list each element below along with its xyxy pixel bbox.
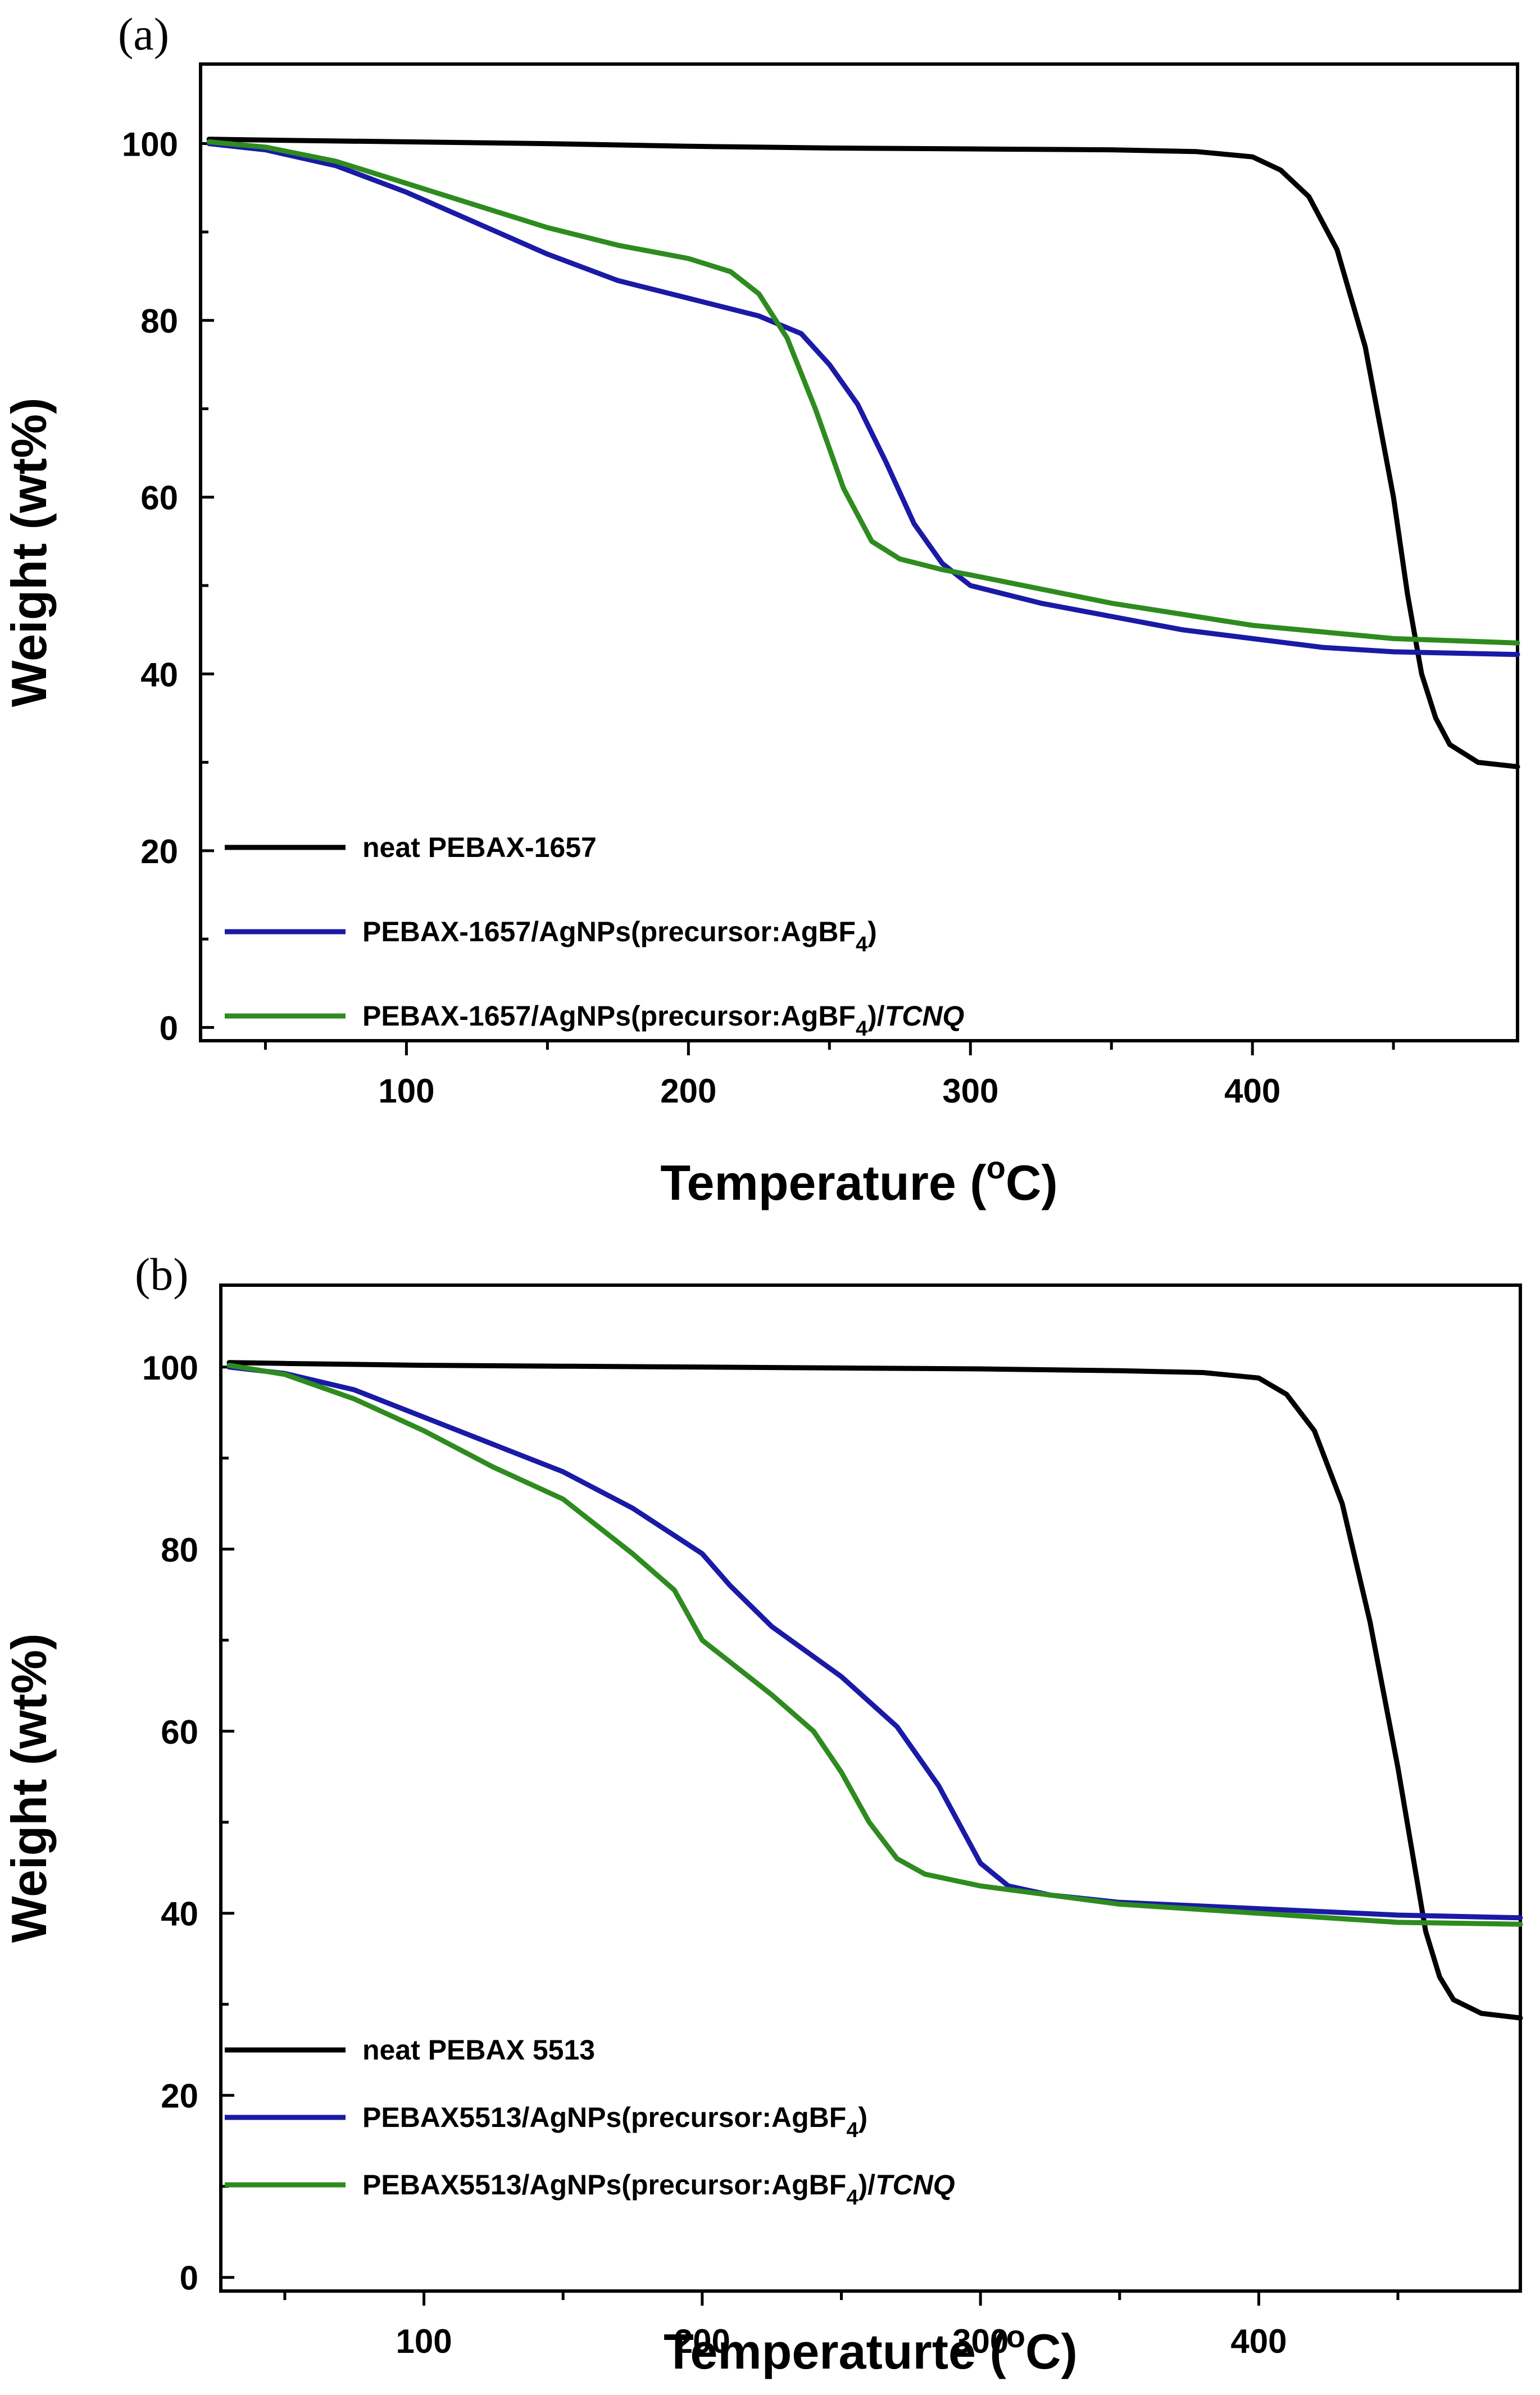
legend-label: neat PEBAX-1657	[362, 832, 597, 863]
x-axis-title: Temperature (oC)	[660, 1150, 1057, 1210]
x-tick-label: 100	[378, 1072, 434, 1110]
legend-label-part: )/	[858, 2169, 875, 2201]
legend-label-part: 4	[856, 1017, 867, 1041]
legend-label-part: TCNQ	[875, 2169, 955, 2201]
plot-frame	[199, 62, 1519, 1042]
legend-label-part: 4	[856, 933, 867, 956]
y-tick-label: 20	[161, 2078, 198, 2115]
series-line-2	[206, 141, 1520, 657]
x-axis-title: Temperaturte (oC)	[664, 2319, 1078, 2379]
legend-label: PEBAX5513/AgNPs(precursor:AgBF4)	[362, 2102, 867, 2142]
y-tick-label: 0	[180, 2260, 198, 2297]
panel-b: (b) 0 20 40 60 80 100 100 200 300 400 Temperaturte …	[1, 1249, 1523, 2379]
y-tick-label: 60	[140, 479, 178, 517]
panel-label: (b)	[135, 1249, 189, 1300]
legend-label-part: )	[867, 916, 877, 947]
x-axis-title-unit: C)	[1006, 1155, 1058, 1210]
legend-label-part: 4	[846, 2186, 858, 2210]
legend-label-part: PEBAX5513/AgNPs(precursor:AgBF	[362, 2102, 846, 2133]
x-tick-label: 100	[396, 2323, 452, 2360]
panel-label: (a)	[118, 8, 169, 60]
legend-label: neat PEBAX 5513	[362, 2034, 595, 2066]
y-tick-label: 0	[160, 1009, 178, 1047]
series-line-1	[206, 137, 1520, 769]
series-line-1	[226, 1360, 1523, 2021]
y-axis-title: Weight (wt%)	[1, 398, 57, 707]
legend-label: PEBAX-1657/AgNPs(precursor:AgBF4)/TCNQ	[362, 1000, 964, 1041]
legend-label-part: )	[858, 2102, 867, 2133]
series-line-3	[206, 139, 1520, 646]
x-tick-label: 400	[1230, 2323, 1287, 2360]
x-axis-title-unit: C)	[1025, 2324, 1078, 2379]
x-axis-title-text: Temperature (	[660, 1155, 987, 1210]
y-tick-label: 100	[142, 1349, 198, 1387]
legend-label-part: TCNQ	[885, 1000, 965, 1032]
legend-label-part: PEBAX-1657/AgNPs(precursor:AgBF	[362, 1000, 856, 1032]
legend-label-part: PEBAX5513/AgNPs(precursor:AgBF	[362, 2169, 846, 2201]
legend-label-part: neat PEBAX-1657	[362, 832, 597, 863]
degree-superscript: o	[987, 1150, 1006, 1185]
plot-frame	[219, 1283, 1522, 2293]
legend-label-part: )/	[867, 1000, 885, 1032]
y-axis-title: Weight (wt%)	[1, 1634, 57, 1943]
degree-superscript: o	[1006, 2319, 1025, 2354]
legend-label-part: 4	[846, 2119, 858, 2142]
x-tick-label: 200	[660, 1072, 716, 1110]
y-tick-label: 80	[140, 302, 178, 340]
y-tick-label: 20	[140, 833, 178, 870]
legend-label: PEBAX5513/AgNPs(precursor:AgBF4)/TCNQ	[362, 2169, 955, 2210]
y-tick-label: 40	[140, 656, 178, 693]
y-tick-label: 40	[161, 1895, 198, 1933]
legend-label-part: PEBAX-1657/AgNPs(precursor:AgBF	[362, 916, 856, 947]
panel-a: (a) 0 20 40 60 80 100 100 200 300 400 Temperature (…	[1, 8, 1520, 1210]
x-tick-label: 200	[674, 2323, 730, 2360]
y-tick-label: 80	[161, 1531, 198, 1569]
x-tick-label: 400	[1224, 1072, 1280, 1110]
x-axis-title-text: Temperaturte (	[664, 2324, 1006, 2379]
y-tick-label: 60	[161, 1713, 198, 1751]
legend-label-part: neat PEBAX 5513	[362, 2034, 595, 2066]
series-line-3	[226, 1363, 1523, 1927]
x-tick-label: 300	[952, 2323, 1009, 2360]
y-tick-label: 100	[122, 126, 178, 164]
x-tick-label: 300	[942, 1072, 998, 1110]
legend-label: PEBAX-1657/AgNPs(precursor:AgBF4)	[362, 916, 877, 956]
